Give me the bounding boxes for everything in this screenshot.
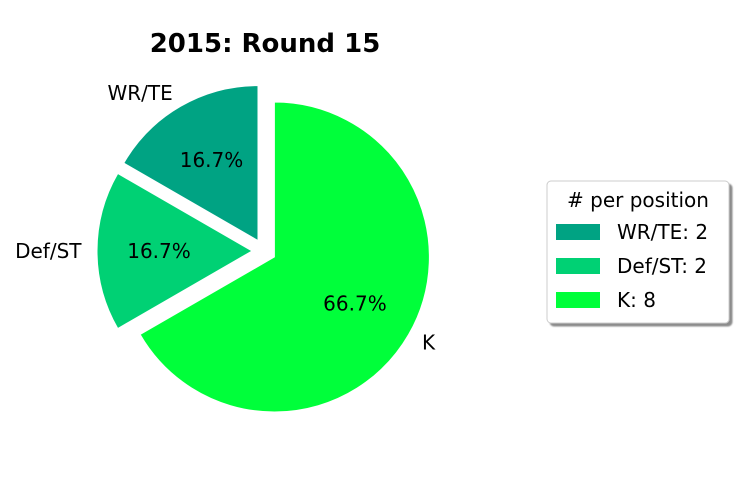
- pie-percent-label-def-st: 16.7%: [127, 239, 191, 263]
- legend-box: [546, 180, 730, 324]
- chart-legend: # per position WR/TE: 2 Def/ST: 2 K: 8: [546, 180, 730, 324]
- legend-label-k: K: 8: [617, 288, 656, 312]
- pie-category-label-wr-te: WR/TE: [107, 81, 172, 105]
- pie-category-label-k: K: [422, 330, 436, 354]
- legend-swatch-wr-te: [556, 224, 600, 240]
- pie-slice-wr-te: [123, 85, 259, 242]
- pie-slices: [96, 85, 430, 413]
- pie-percent-label-wr-te: 16.7%: [180, 148, 244, 172]
- pie-category-label-def-st: Def/ST: [15, 239, 82, 263]
- chart-title: 2015: Round 15: [150, 29, 381, 59]
- pie-labels: 16.7% WR/TE 16.7% Def/ST 66.7% K: [15, 81, 436, 354]
- legend-swatch-k: [556, 292, 600, 308]
- legend-swatch-def-st: [556, 258, 600, 274]
- pie-slice-def-st: [96, 172, 254, 330]
- legend-label-wr-te: WR/TE: 2: [617, 220, 708, 244]
- legend-entries: WR/TE: 2 Def/ST: 2 K: 8: [556, 220, 708, 312]
- pie-percent-label-k: 66.7%: [323, 292, 387, 316]
- pie-slice-k: [139, 101, 430, 413]
- legend-label-def-st: Def/ST: 2: [617, 254, 707, 278]
- legend-title: # per position: [567, 188, 709, 212]
